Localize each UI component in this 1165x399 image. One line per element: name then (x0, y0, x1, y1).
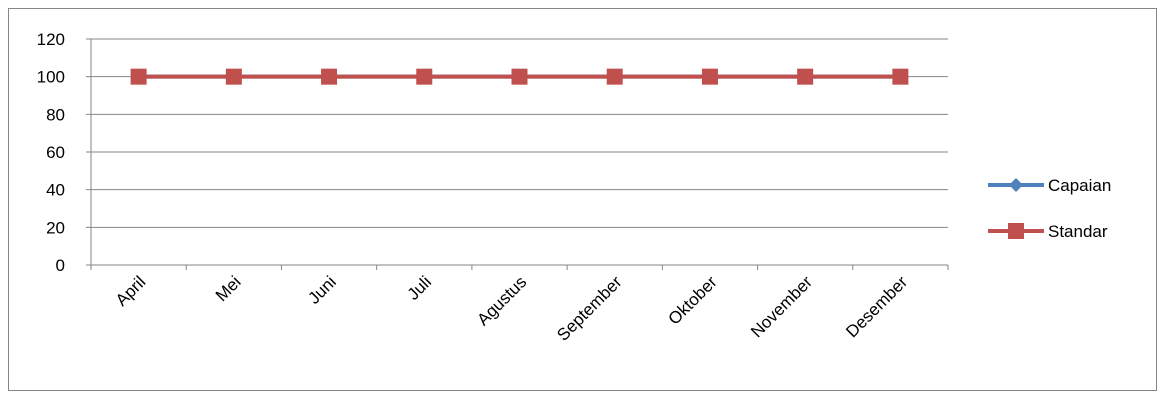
x-tick-label: November (747, 272, 816, 341)
y-tick-label: 100 (37, 68, 65, 87)
data-point-standar (892, 68, 909, 85)
x-tick-label: Desember (842, 272, 911, 341)
series-layer (130, 68, 909, 85)
chart-frame (8, 8, 1157, 391)
y-tick-label: 20 (46, 218, 65, 237)
legend-marker (1008, 223, 1024, 239)
legend-marker (1009, 178, 1023, 192)
data-point-standar (321, 68, 338, 85)
x-tick-label: Agustus (473, 272, 530, 329)
x-tick-label: Juni (304, 272, 339, 307)
x-tick-label: September (553, 272, 625, 344)
data-point-standar (797, 68, 814, 85)
y-tick-label: 0 (56, 256, 65, 275)
data-point-standar (606, 68, 623, 85)
x-tick-label: April (112, 272, 149, 309)
x-tick-label: Oktober (665, 272, 721, 328)
x-tick-label: Mei (212, 272, 245, 305)
legend-label: Capaian (1048, 176, 1111, 195)
data-point-standar (225, 68, 242, 85)
y-tick-label: 40 (46, 181, 65, 200)
data-point-standar (511, 68, 528, 85)
legend-label: Standar (1048, 222, 1108, 241)
legend-item-standar: Standar (988, 222, 1108, 241)
y-tick-label: 80 (46, 105, 65, 124)
data-point-standar (416, 68, 433, 85)
y-axis-tick-labels: 0 20 40 60 80 100 120 (37, 30, 65, 275)
legend: Capaian Standar (988, 176, 1111, 241)
series-standar (130, 68, 909, 85)
data-point-standar (701, 68, 718, 85)
gridlines (91, 38, 948, 228)
y-tick-label: 120 (37, 30, 65, 49)
x-axis-tick-labels: April Mei Juni Juli Agustus September Oktober N… (112, 272, 912, 344)
axes (86, 38, 949, 270)
x-tick-label: Juli (404, 272, 435, 303)
legend-item-capaian: Capaian (988, 176, 1111, 195)
y-tick-label: 60 (46, 143, 65, 162)
data-point-standar (130, 68, 147, 85)
